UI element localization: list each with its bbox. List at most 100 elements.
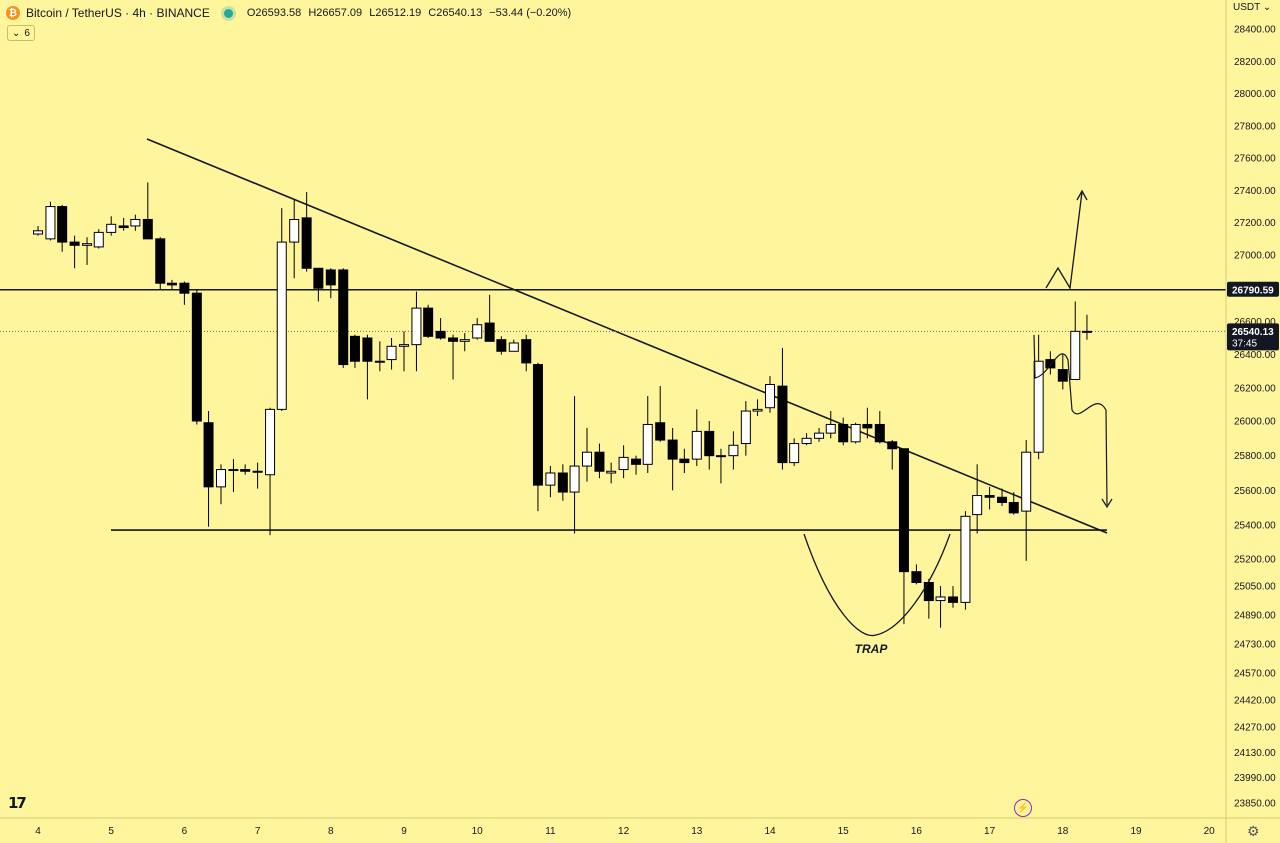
- candle: [569, 396, 580, 534]
- bull-candle-body: [472, 324, 483, 339]
- market-open-dot-icon: [223, 8, 233, 18]
- price-tick-label: 23850.00: [1234, 799, 1276, 810]
- bull-candle-body: [1021, 451, 1032, 512]
- time-tick-label: 12: [618, 826, 630, 837]
- candle: [45, 201, 56, 241]
- candle: [582, 427, 592, 482]
- bear-candle-body: [448, 337, 459, 342]
- tradingview-logo-icon[interactable]: 17: [8, 794, 27, 812]
- price-tick-label: 28000.00: [1234, 89, 1276, 100]
- symbol-title[interactable]: Bitcoin / TetherUS · 4h · BINANCE: [26, 6, 210, 20]
- price-tick-label: 27400.00: [1234, 186, 1276, 197]
- bear-candle-body: [301, 217, 312, 269]
- bull-candle-body: [740, 410, 751, 445]
- price-tick-label: 24270.00: [1234, 723, 1276, 734]
- bull-candle-body: [960, 515, 971, 603]
- price-tick-label: 26200.00: [1234, 383, 1276, 394]
- candle: [691, 409, 702, 467]
- candle: [1081, 314, 1092, 340]
- bull-candle-body: [276, 241, 287, 410]
- candle: [142, 182, 153, 240]
- candle: [948, 586, 958, 608]
- trap-curve: [803, 533, 951, 637]
- candle: [459, 333, 470, 352]
- bear-candle-body: [203, 422, 214, 488]
- time-tick-label: 13: [691, 826, 703, 837]
- chart-header: ₿ Bitcoin / TetherUS · 4h · BINANCE O265…: [6, 4, 575, 22]
- bear-candle-body: [948, 596, 958, 603]
- trap-annotation: TRAP: [855, 642, 889, 656]
- candle: [399, 331, 409, 372]
- bear-candle-body: [777, 385, 788, 464]
- bearish-projection-arrowhead: [1101, 498, 1113, 509]
- candle: [521, 334, 532, 372]
- candle: [545, 466, 556, 498]
- candle: [911, 564, 922, 585]
- bull-candle-body: [459, 339, 470, 342]
- candle: [228, 459, 239, 493]
- ohlc-change: −53.44 (−0.20%): [489, 7, 572, 19]
- candle: [448, 334, 459, 380]
- candle: [752, 399, 763, 417]
- candle: [557, 464, 568, 501]
- bear-candle-body: [325, 269, 336, 286]
- bear-candle-body: [631, 458, 642, 465]
- candle: [82, 237, 93, 265]
- bear-candle-body: [191, 292, 202, 422]
- current-price-label: 26540.13: [1232, 327, 1274, 338]
- candle: [532, 362, 543, 512]
- candle: [435, 318, 446, 340]
- currency-selector[interactable]: USDT ⌄: [1233, 2, 1272, 13]
- price-tick-label: 24570.00: [1234, 668, 1276, 679]
- ohlc-close: C26540.13: [428, 7, 483, 19]
- bull-candle-body: [1081, 330, 1092, 333]
- price-tick-label: 24730.00: [1234, 639, 1276, 650]
- bull-candle-body: [216, 469, 226, 488]
- time-tick-label: 20: [1204, 826, 1216, 837]
- bull-candle-body: [814, 432, 825, 439]
- candle: [203, 411, 214, 527]
- ohlc-low: L26512.19: [369, 7, 422, 19]
- gear-icon[interactable]: ⚙: [1247, 823, 1260, 839]
- resistance-price-tag: 26790.59: [1227, 281, 1279, 297]
- bear-candle-body: [862, 423, 873, 429]
- bull-candle-body: [508, 342, 519, 352]
- price-tick-label: 27000.00: [1234, 251, 1276, 262]
- bear-candle-body: [57, 206, 68, 243]
- bitcoin-coin-icon: ₿: [6, 6, 20, 20]
- bull-candle-body: [569, 465, 580, 493]
- candle: [887, 440, 898, 470]
- candle: [838, 417, 849, 446]
- time-tick-label: 5: [108, 826, 114, 837]
- candle: [57, 204, 68, 252]
- lightning-icon[interactable]: ⚡: [1014, 799, 1032, 817]
- time-tick-label: 4: [35, 826, 41, 837]
- time-tick-label: 8: [328, 826, 334, 837]
- bear-candle-body: [338, 269, 349, 366]
- bear-candle-body: [313, 267, 324, 289]
- bear-candle-body: [997, 496, 1008, 503]
- bear-candle-body: [155, 238, 166, 284]
- candle: [386, 338, 397, 370]
- bull-candle-body: [850, 423, 861, 443]
- bull-candle-body: [825, 423, 836, 434]
- candle: [679, 448, 690, 473]
- candle: [216, 464, 226, 505]
- price-tick-label: 26600.00: [1234, 317, 1276, 328]
- candle: [777, 347, 788, 470]
- candle: [850, 422, 861, 444]
- bull-candle-body: [106, 223, 117, 233]
- bull-candle-body: [33, 230, 43, 235]
- candle: [984, 486, 995, 510]
- bear-candle-body: [1045, 359, 1056, 369]
- candle: [862, 407, 873, 439]
- candle: [715, 448, 726, 484]
- candle: [728, 431, 739, 470]
- bear-candle-body: [679, 458, 690, 464]
- candle: [1033, 334, 1044, 460]
- time-tick-label: 11: [545, 826, 556, 837]
- indicators-toggle[interactable]: ⌄ 6: [7, 25, 35, 41]
- indicator-count: 6: [24, 27, 30, 39]
